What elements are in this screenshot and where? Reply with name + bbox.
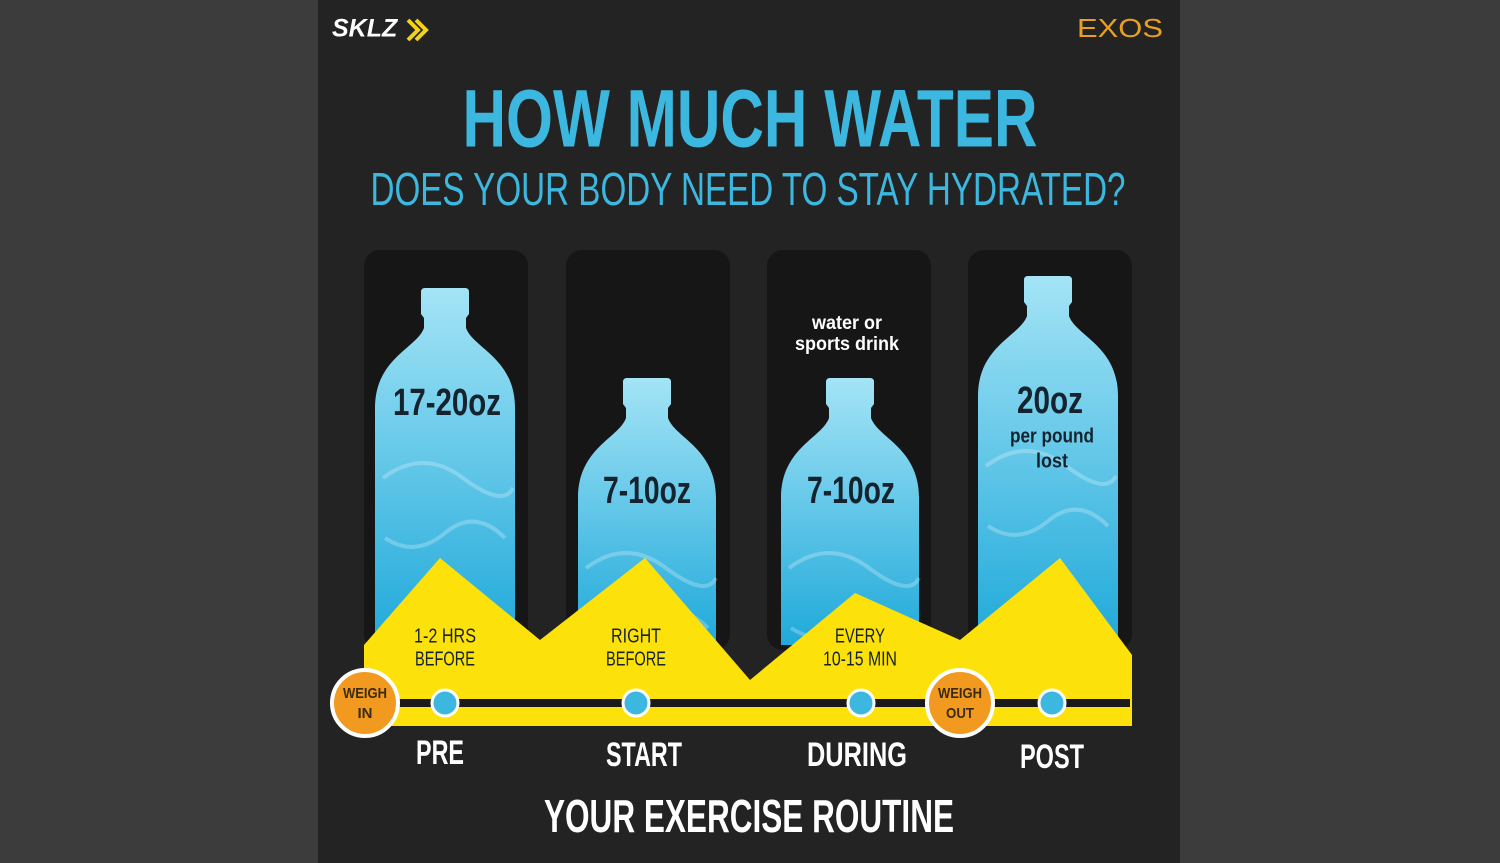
dot: [1037, 688, 1067, 718]
amount-label: 17-20oz: [393, 382, 501, 424]
amount-label: 20oz: [1017, 380, 1083, 422]
weigh-marker: [925, 668, 995, 738]
logo-chevron: [406, 18, 429, 42]
title: HOW MUCH WATER: [463, 74, 1038, 165]
marker-text: OUT: [946, 705, 974, 722]
amount-label: 7-10oz: [807, 470, 895, 512]
amount-label: 7-10oz: [603, 470, 691, 512]
bottle-ripple: [381, 461, 515, 549]
bottle-ripple: [984, 449, 1118, 537]
timing-text: EVERY: [835, 625, 885, 647]
timing-text: BEFORE: [415, 648, 475, 670]
logo-left: SKLZ: [332, 15, 399, 43]
bottle: [781, 378, 919, 645]
dot: [621, 688, 651, 718]
marker-text: IN: [358, 705, 373, 722]
bottle: [978, 276, 1118, 645]
detail-text: lost: [1036, 450, 1068, 472]
marker-text: WEIGH: [938, 685, 982, 702]
bottle: [375, 288, 515, 645]
timing-text: RIGHT: [611, 625, 661, 647]
subtitle: DOES YOUR BODY NEED TO STAY HYDRATED?: [371, 163, 1126, 215]
columns: 17-20oz 7-10oz 7-10oz 20oz per pound lost wate…: [364, 250, 1132, 650]
timing-text: 1-2 HRS: [414, 625, 476, 647]
dot: [846, 688, 876, 718]
phase-label: PRE: [416, 734, 464, 772]
marker-text: WEIGH: [343, 685, 387, 702]
detail-text: per pound: [1010, 425, 1094, 447]
phase-label: POST: [1020, 738, 1084, 776]
note-text: water or: [811, 313, 883, 334]
timing-text: 10-15 MIN: [823, 648, 897, 670]
timeline-dots: [430, 688, 1067, 718]
dot: [430, 688, 460, 718]
weigh-marker: [330, 668, 400, 738]
note-text: sports drink: [795, 334, 899, 355]
logo-right: EXOS: [1077, 13, 1163, 43]
timing-text: BEFORE: [606, 648, 666, 670]
phase-label: START: [606, 736, 682, 774]
footer: YOUR EXERCISE ROUTINE: [544, 790, 954, 842]
bottle: [578, 378, 716, 645]
phase-label: DURING: [807, 736, 907, 774]
